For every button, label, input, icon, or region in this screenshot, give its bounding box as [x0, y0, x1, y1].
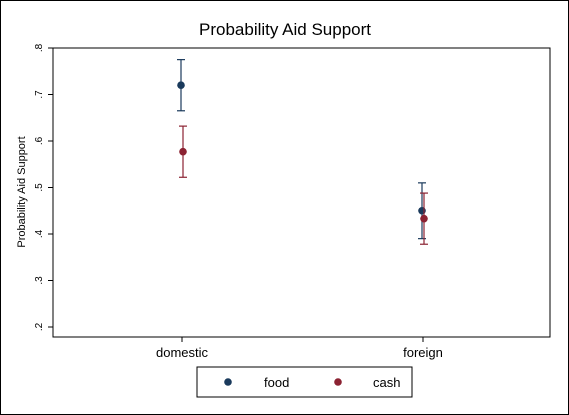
legend-marker-cash: [334, 378, 342, 386]
legend-label-food: food: [264, 375, 289, 390]
x-axis-categories: domestic foreign: [156, 337, 443, 360]
x-tick-label: foreign: [403, 345, 443, 360]
y-tick-label: .4: [34, 229, 45, 238]
legend-label-cash: cash: [373, 375, 400, 390]
y-axis-label: Probability Aid Support: [16, 136, 28, 247]
y-tick-label: .7: [34, 90, 45, 99]
food-point: [418, 206, 426, 215]
chart-title: Probability Aid Support: [199, 20, 371, 39]
y-tick-label: .8: [34, 43, 45, 52]
y-tick-label: .5: [34, 183, 45, 192]
legend-box: [196, 366, 413, 398]
plot-area-border: [52, 47, 551, 338]
legend: food cash: [224, 375, 400, 390]
cash-point: [179, 147, 187, 156]
y-tick-label: .3: [34, 276, 45, 285]
cash-point: [420, 214, 428, 223]
y-tick-label: .6: [34, 136, 45, 145]
y-tick-label: .2: [34, 322, 45, 331]
food-point: [177, 81, 185, 89]
y-axis-ticks: .2 .3 .4 .5 .6 .7 .8: [34, 43, 53, 331]
chart-marks: [177, 59, 428, 245]
legend-marker-food: [224, 378, 232, 386]
x-tick-label: domestic: [156, 345, 209, 360]
